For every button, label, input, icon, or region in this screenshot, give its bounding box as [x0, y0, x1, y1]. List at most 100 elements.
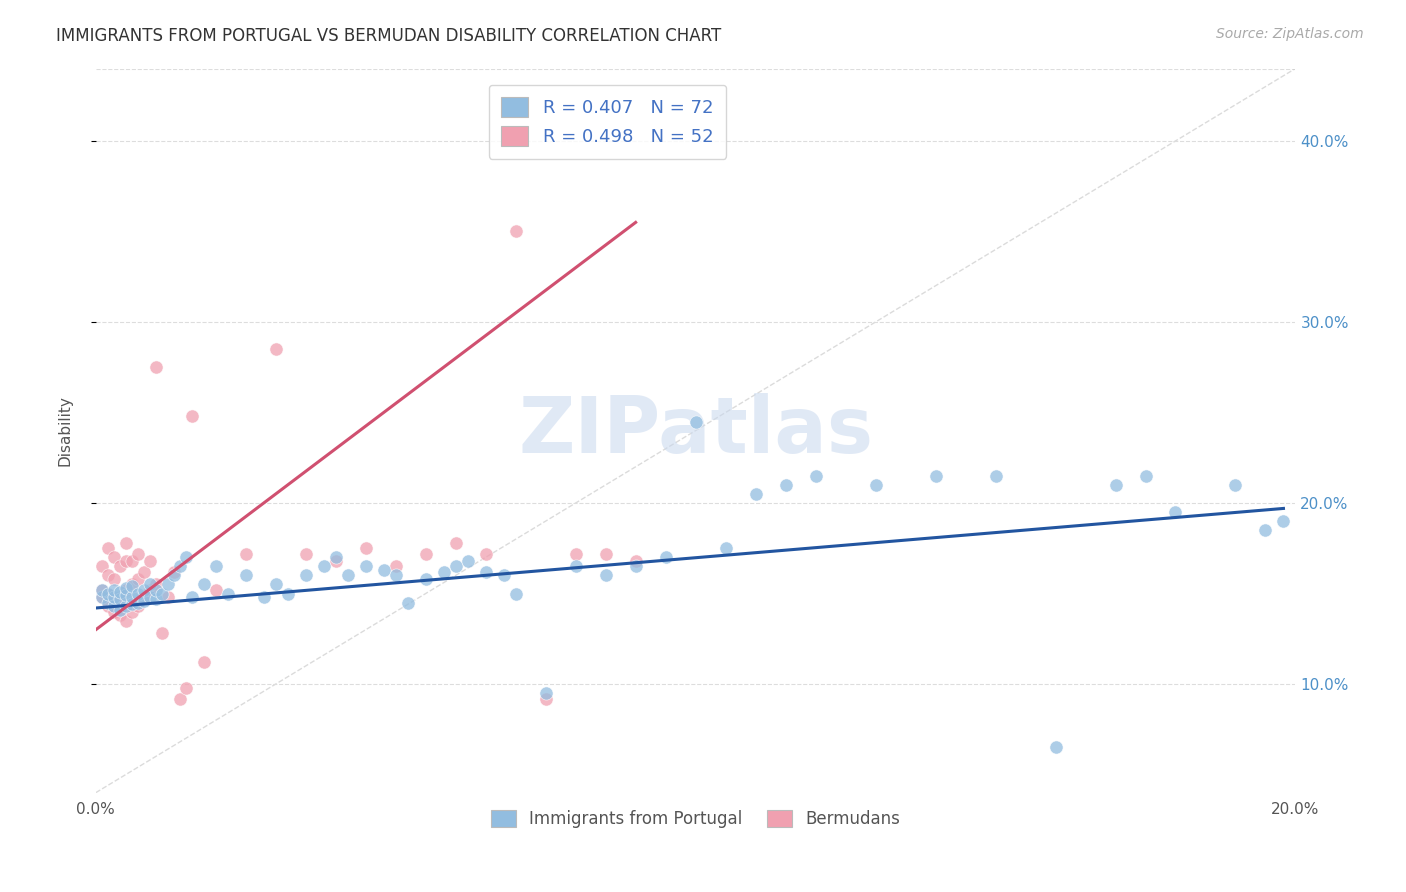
Point	[325, 550, 347, 565]
Point	[235, 547, 257, 561]
Point	[564, 547, 586, 561]
Point	[235, 568, 257, 582]
Point	[108, 608, 131, 623]
Point	[114, 536, 136, 550]
Point	[474, 565, 496, 579]
Point	[97, 586, 120, 600]
Point	[145, 591, 167, 606]
Point	[174, 550, 197, 565]
Point	[90, 590, 112, 604]
Point	[103, 599, 125, 614]
Point	[156, 577, 179, 591]
Point	[865, 478, 887, 492]
Point	[534, 686, 557, 700]
Point	[108, 590, 131, 604]
Point	[624, 559, 647, 574]
Point	[132, 593, 155, 607]
Point	[114, 588, 136, 602]
Point	[1104, 478, 1126, 492]
Point	[564, 559, 586, 574]
Point	[121, 579, 143, 593]
Point	[150, 586, 173, 600]
Y-axis label: Disability: Disability	[58, 395, 72, 466]
Point	[103, 590, 125, 604]
Point	[103, 582, 125, 597]
Point	[534, 691, 557, 706]
Point	[457, 554, 479, 568]
Point	[145, 582, 167, 597]
Point	[103, 550, 125, 565]
Point	[1272, 514, 1295, 528]
Point	[384, 559, 406, 574]
Point	[163, 565, 186, 579]
Point	[163, 568, 186, 582]
Point	[277, 586, 299, 600]
Point	[264, 577, 287, 591]
Point	[132, 565, 155, 579]
Point	[97, 586, 120, 600]
Point	[108, 584, 131, 599]
Point	[139, 582, 162, 597]
Point	[145, 577, 167, 591]
Point	[97, 599, 120, 614]
Point	[744, 487, 766, 501]
Point	[1164, 505, 1187, 519]
Point	[505, 224, 527, 238]
Text: ZIPatlas: ZIPatlas	[519, 392, 873, 468]
Point	[114, 581, 136, 595]
Point	[127, 586, 149, 600]
Point	[492, 568, 515, 582]
Point	[336, 568, 359, 582]
Point	[1135, 468, 1157, 483]
Point	[312, 559, 335, 574]
Point	[775, 478, 797, 492]
Point	[127, 596, 149, 610]
Point	[127, 599, 149, 614]
Point	[132, 590, 155, 604]
Point	[150, 626, 173, 640]
Point	[714, 541, 737, 556]
Legend: Immigrants from Portugal, Bermudans: Immigrants from Portugal, Bermudans	[484, 804, 907, 835]
Point	[127, 572, 149, 586]
Point	[325, 554, 347, 568]
Point	[204, 582, 226, 597]
Text: IMMIGRANTS FROM PORTUGAL VS BERMUDAN DISABILITY CORRELATION CHART: IMMIGRANTS FROM PORTUGAL VS BERMUDAN DIS…	[56, 27, 721, 45]
Point	[595, 568, 617, 582]
Point	[90, 582, 112, 597]
Point	[924, 468, 946, 483]
Point	[595, 547, 617, 561]
Point	[97, 596, 120, 610]
Point	[103, 590, 125, 604]
Point	[169, 559, 191, 574]
Point	[193, 577, 215, 591]
Point	[121, 590, 143, 604]
Point	[444, 559, 467, 574]
Point	[180, 409, 202, 423]
Point	[474, 547, 496, 561]
Point	[108, 591, 131, 606]
Point	[294, 568, 316, 582]
Point	[204, 559, 226, 574]
Point	[97, 541, 120, 556]
Point	[108, 603, 131, 617]
Point	[180, 590, 202, 604]
Point	[121, 554, 143, 568]
Point	[114, 582, 136, 597]
Point	[145, 360, 167, 375]
Point	[114, 599, 136, 614]
Point	[139, 577, 162, 591]
Point	[354, 559, 377, 574]
Point	[127, 547, 149, 561]
Point	[90, 559, 112, 574]
Point	[169, 691, 191, 706]
Point	[804, 468, 827, 483]
Point	[1045, 740, 1067, 755]
Point	[415, 547, 437, 561]
Point	[90, 582, 112, 597]
Text: Source: ZipAtlas.com: Source: ZipAtlas.com	[1216, 27, 1364, 41]
Point	[294, 547, 316, 561]
Point	[373, 563, 395, 577]
Point	[139, 590, 162, 604]
Point	[685, 415, 707, 429]
Point	[264, 342, 287, 356]
